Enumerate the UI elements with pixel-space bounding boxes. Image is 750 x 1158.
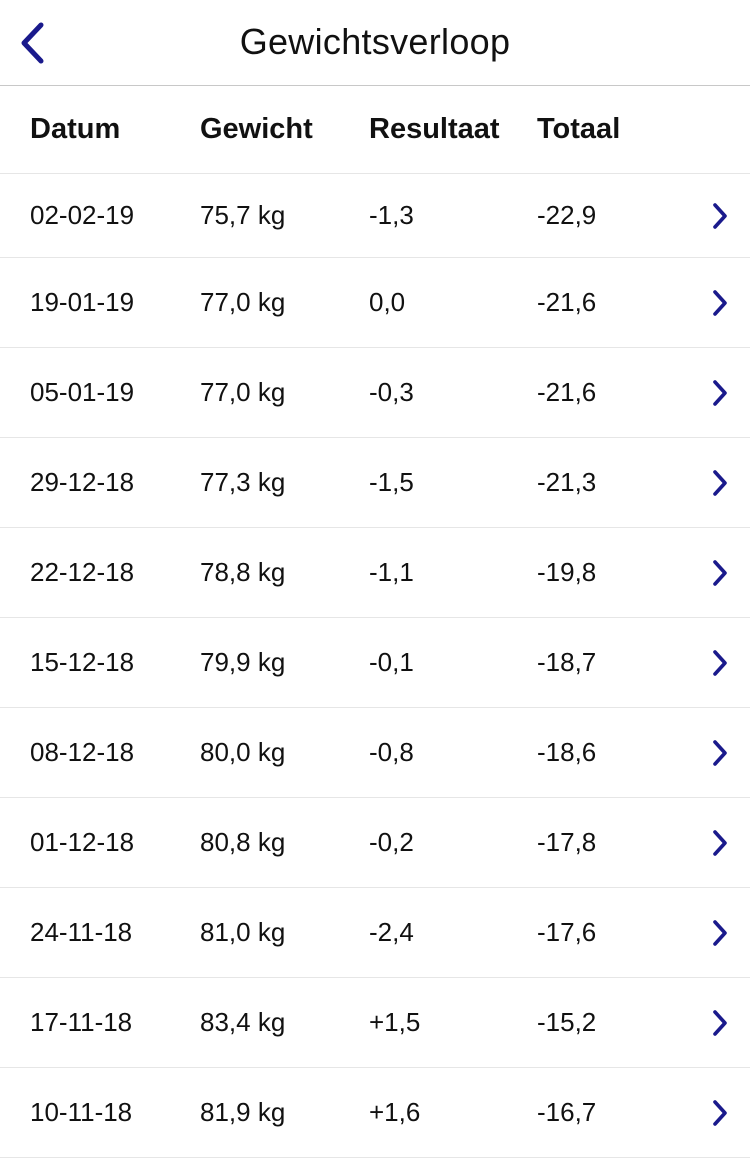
row-weight: 81,0 kg	[200, 917, 286, 947]
row-weight: 78,8 kg	[200, 557, 286, 587]
row-result: -2,4	[369, 917, 414, 947]
table-header: Datum Gewicht Resultaat Totaal	[0, 86, 750, 174]
row-date: 24-11-18	[30, 917, 133, 947]
row-result: -0,8	[369, 737, 414, 767]
table-row[interactable]: 01-12-18 80,8 kg -0,2 -17,8	[0, 798, 750, 888]
row-total: -17,6	[537, 917, 597, 947]
row-date: 15-12-18	[30, 647, 135, 677]
row-weight: 80,0 kg	[200, 737, 286, 767]
column-header-date: Datum	[30, 113, 121, 145]
chevron-right-icon	[708, 288, 732, 318]
row-date: 01-12-18	[30, 827, 135, 857]
table-row[interactable]: 24-11-18 81,0 kg -2,4 -17,6	[0, 888, 750, 978]
chevron-right-icon	[708, 1098, 732, 1128]
column-header-total: Totaal	[537, 113, 621, 145]
row-weight: 75,7 kg	[200, 200, 286, 230]
table-row[interactable]: 05-01-19 77,0 kg -0,3 -21,6	[0, 348, 750, 438]
row-total: -21,6	[537, 377, 597, 407]
table-row[interactable]: 22-12-18 78,8 kg -1,1 -19,8	[0, 528, 750, 618]
row-date: 10-11-18	[30, 1097, 133, 1127]
row-weight: 77,0 kg	[200, 377, 286, 407]
row-date: 02-02-19	[30, 200, 135, 230]
row-date: 29-12-18	[30, 467, 135, 497]
row-result: -0,1	[369, 647, 414, 677]
chevron-right-icon	[708, 738, 732, 768]
table-row[interactable]: 19-01-19 77,0 kg 0,0 -21,6	[0, 258, 750, 348]
table-row[interactable]: 02-02-19 75,7 kg -1,3 -22,9	[0, 174, 750, 258]
row-total: -22,9	[537, 200, 597, 230]
page-title: Gewichtsverloop	[239, 21, 511, 62]
chevron-right-icon	[708, 201, 732, 231]
row-result: -0,2	[369, 827, 414, 857]
table-row[interactable]: 08-12-18 80,0 kg -0,8 -18,6	[0, 708, 750, 798]
chevron-right-icon	[708, 1008, 732, 1038]
row-result: -1,3	[369, 200, 414, 230]
weight-history-list: 02-02-19 75,7 kg -1,3 -22,9 19-01-19 77,0 kg 0…	[0, 174, 750, 1158]
row-result: -0,3	[369, 377, 414, 407]
row-weight: 77,0 kg	[200, 287, 286, 317]
chevron-right-icon	[708, 918, 732, 948]
row-weight: 79,9 kg	[200, 647, 286, 677]
chevron-right-icon	[708, 828, 732, 858]
row-date: 05-01-19	[30, 377, 135, 407]
column-header-result: Resultaat	[369, 113, 500, 145]
row-weight: 80,8 kg	[200, 827, 286, 857]
navigation-bar: Gewichtsverloop	[0, 0, 750, 86]
row-weight: 77,3 kg	[200, 467, 286, 497]
row-total: -19,8	[537, 557, 597, 587]
chevron-right-icon	[708, 558, 732, 588]
row-total: -21,3	[537, 467, 597, 497]
row-date: 22-12-18	[30, 557, 135, 587]
back-button[interactable]	[12, 18, 52, 68]
row-weight: 81,9 kg	[200, 1097, 286, 1127]
row-result: 0,0	[369, 287, 406, 317]
row-total: -21,6	[537, 287, 597, 317]
row-result: -1,5	[369, 467, 414, 497]
chevron-right-icon	[708, 468, 732, 498]
chevron-right-icon	[708, 378, 732, 408]
row-result: -1,1	[369, 557, 414, 587]
table-row[interactable]: 15-12-18 79,9 kg -0,1 -18,7	[0, 618, 750, 708]
row-date: 19-01-19	[30, 287, 135, 317]
row-total: -17,8	[537, 827, 597, 857]
table-row[interactable]: 17-11-18 83,4 kg +1,5 -15,2	[0, 978, 750, 1068]
row-result: +1,6	[369, 1097, 421, 1127]
row-weight: 83,4 kg	[200, 1007, 286, 1037]
chevron-right-icon	[708, 648, 732, 678]
row-total: -18,7	[537, 647, 597, 677]
row-total: -18,6	[537, 737, 597, 767]
column-header-weight: Gewicht	[200, 113, 313, 145]
row-total: -16,7	[537, 1097, 597, 1127]
row-total: -15,2	[537, 1007, 597, 1037]
table-row[interactable]: 29-12-18 77,3 kg -1,5 -21,3	[0, 438, 750, 528]
chevron-left-icon	[21, 22, 44, 64]
table-row[interactable]: 10-11-18 81,9 kg +1,6 -16,7	[0, 1068, 750, 1158]
row-date: 08-12-18	[30, 737, 135, 767]
row-date: 17-11-18	[30, 1007, 133, 1037]
row-result: +1,5	[369, 1007, 421, 1037]
